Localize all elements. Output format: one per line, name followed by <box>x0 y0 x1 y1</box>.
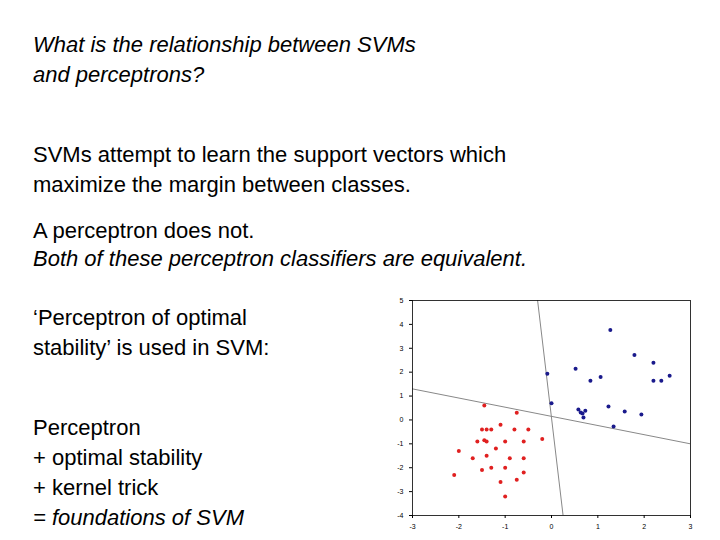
svg-text:-3: -3 <box>409 523 415 530</box>
svg-text:3: 3 <box>689 523 693 530</box>
svg-text:and perceptrons?: and perceptrons? <box>33 62 205 87</box>
svg-text:-3: -3 <box>397 488 403 495</box>
svg-text:What is the relationship betwe: What is the relationship between SVMs <box>33 32 416 57</box>
svg-text:4: 4 <box>400 321 404 328</box>
svg-text:1: 1 <box>400 392 404 399</box>
svg-text:SVMs attempt to learn the supp: SVMs attempt to learn the support vector… <box>33 142 506 167</box>
svg-text:-1: -1 <box>502 523 508 530</box>
svg-text:-2: -2 <box>456 523 462 530</box>
svg-text:1: 1 <box>596 523 600 530</box>
svg-text:3: 3 <box>400 345 404 352</box>
svg-text:A perceptron does not.: A perceptron does not. <box>33 218 254 243</box>
svg-text:-1: -1 <box>397 440 403 447</box>
svg-text:0: 0 <box>550 523 554 530</box>
svg-text:2: 2 <box>400 368 404 375</box>
svg-text:-2: -2 <box>397 464 403 471</box>
svg-text:+ kernel trick: + kernel trick <box>33 475 159 500</box>
svg-text:+ optimal stability: + optimal stability <box>33 445 202 470</box>
svg-text:0: 0 <box>400 416 404 423</box>
svg-text:2: 2 <box>642 523 646 530</box>
svg-text:maximize the margin between cl: maximize the margin between classes. <box>33 172 411 197</box>
svg-text:-4: -4 <box>397 512 403 519</box>
svg-text:5: 5 <box>400 297 404 304</box>
svg-text:‘Perceptron of optimal: ‘Perceptron of optimal <box>33 305 247 330</box>
svg-text:stability’ is used in SVM:: stability’ is used in SVM: <box>33 335 269 360</box>
svg-text:Perceptron: Perceptron <box>33 415 141 440</box>
svg-text:= foundations of SVM: = foundations of SVM <box>33 505 245 530</box>
svg-text:Both of these perceptron class: Both of these perceptron classifiers are… <box>33 246 527 271</box>
